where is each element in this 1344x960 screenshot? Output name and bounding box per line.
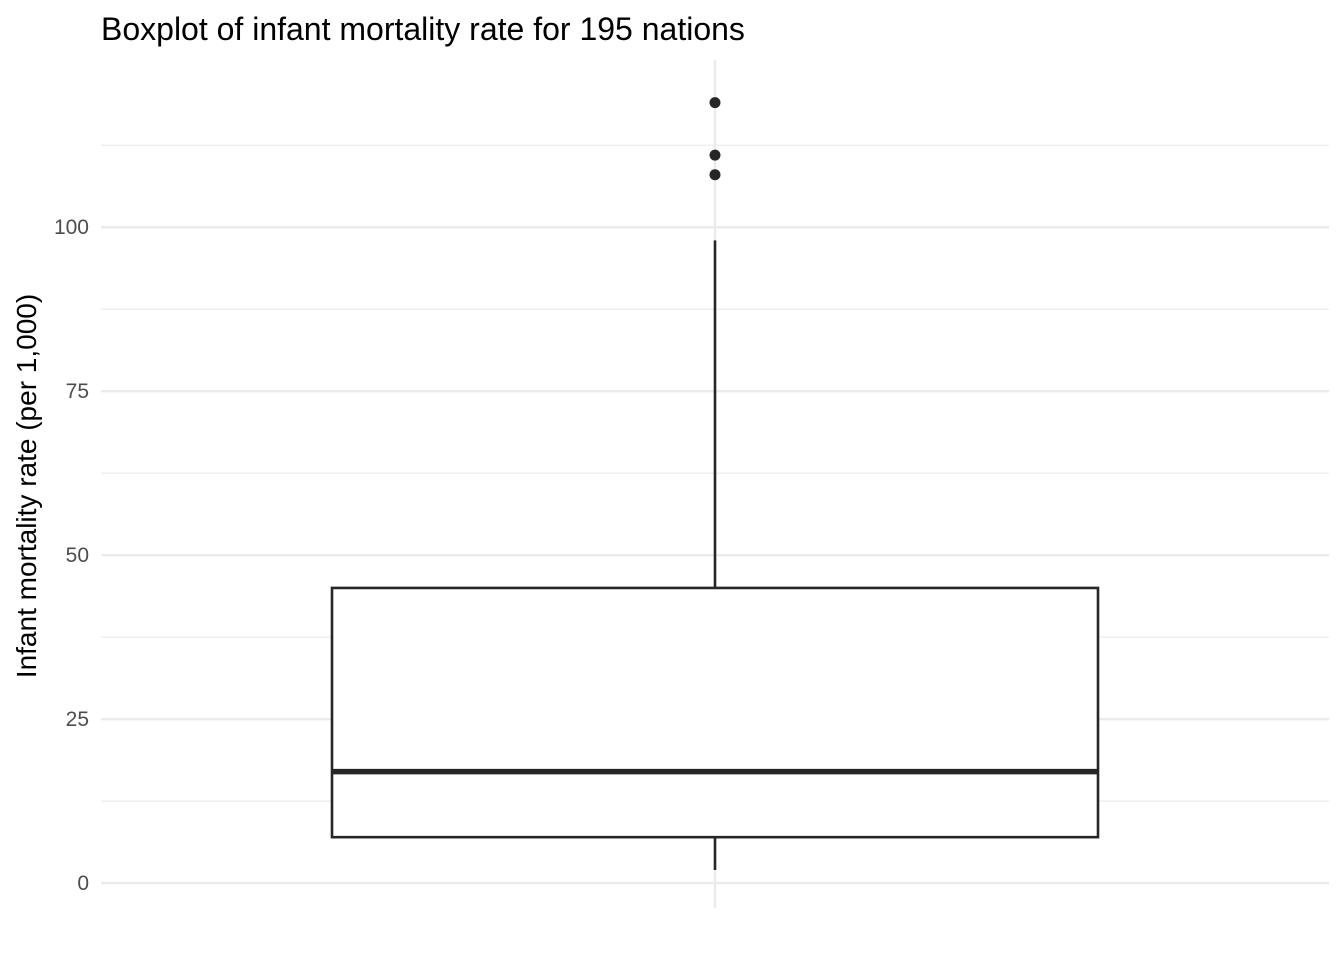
y-axis-title: Infant mortality rate (per 1,000) [11, 294, 42, 678]
y-tick-label: 100 [54, 216, 89, 239]
outlier-point [709, 97, 721, 109]
y-tick-labels: 0 25 50 75 100 [54, 216, 89, 895]
outlier-points [709, 97, 721, 181]
y-tick-label: 50 [66, 544, 89, 567]
box-group [330, 240, 1100, 870]
outlier-point [709, 169, 721, 181]
interquartile-box [330, 586, 1100, 839]
y-tick-label: 25 [66, 708, 89, 731]
y-tick-label: 75 [66, 380, 89, 403]
y-tick-label: 0 [77, 872, 89, 895]
chart-title: Boxplot of infant mortality rate for 195… [101, 11, 745, 47]
outlier-point [709, 149, 721, 161]
